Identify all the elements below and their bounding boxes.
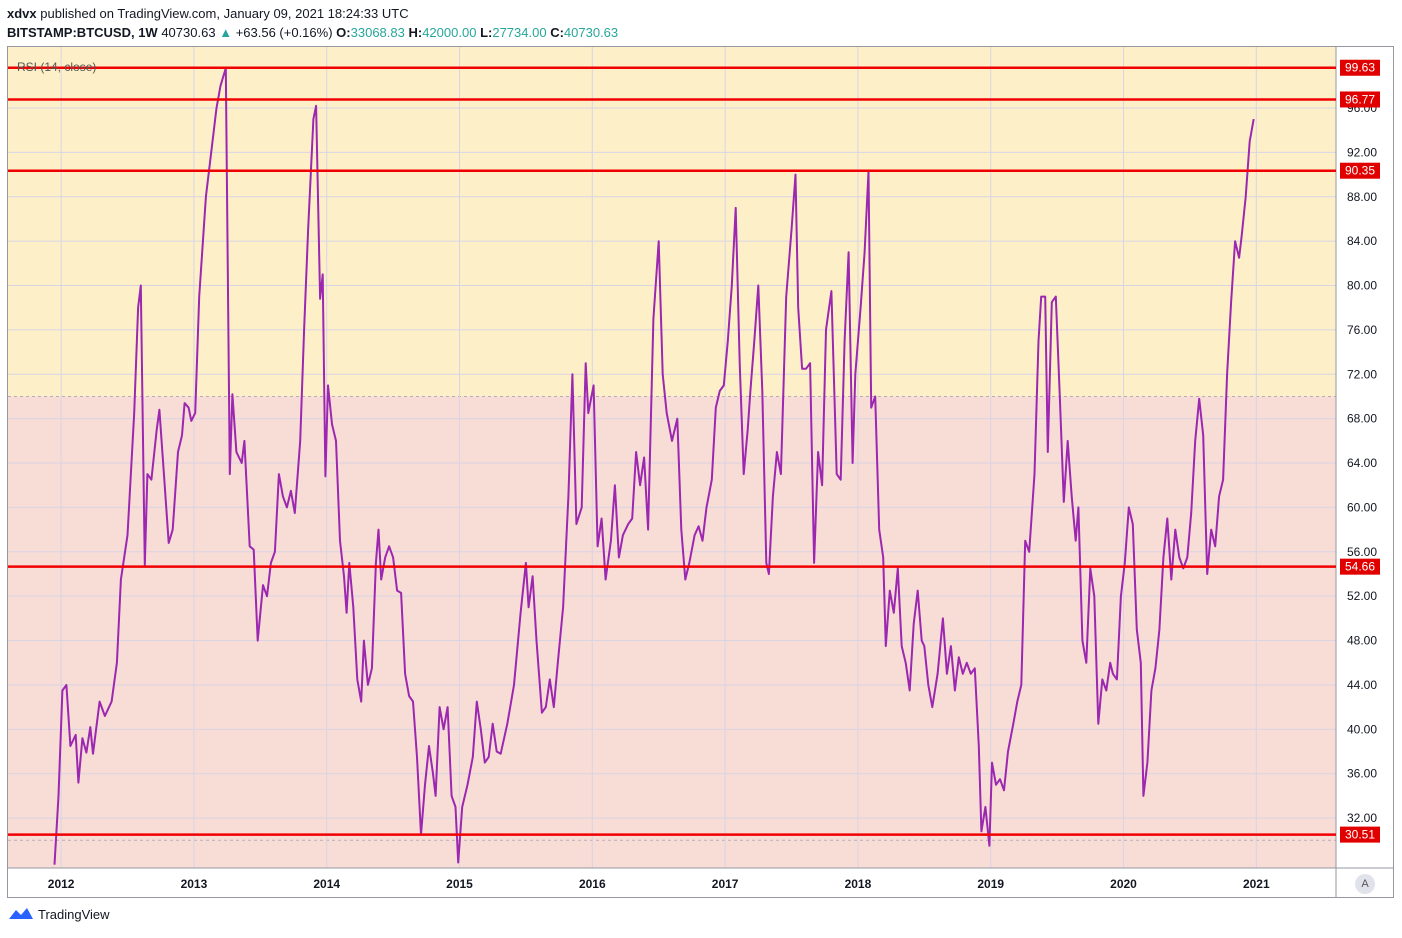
x-tick-label: 2020 (1110, 877, 1137, 891)
x-tick-label: 2014 (313, 877, 340, 891)
level-price-label: 96.77 (1345, 92, 1375, 106)
y-tick-label: 60.00 (1347, 500, 1377, 514)
x-tick-label: 2012 (48, 877, 75, 891)
study-label[interactable]: RSI (14, close) (17, 60, 97, 74)
last-price: 40730.63 (161, 25, 216, 40)
level-price-label: 54.66 (1345, 560, 1375, 574)
level-price-tag (1340, 59, 1380, 76)
open-value: 33068.83 (350, 25, 405, 40)
x-tick-label: 2017 (712, 877, 739, 891)
x-tick-label: 2015 (446, 877, 473, 891)
y-tick-label: 84.00 (1347, 234, 1377, 248)
lower-zone (8, 396, 1336, 868)
y-tick-label: 80.00 (1347, 279, 1377, 293)
low-value: 27734.00 (492, 25, 547, 40)
x-tick-label: 2019 (977, 877, 1004, 891)
level-price-label: 30.51 (1345, 828, 1375, 842)
symbol-info: BITSTAMP:BTCUSD, 1W 40730.63 ▲ +63.56 (+… (7, 25, 618, 40)
open-label: O: (336, 25, 351, 40)
level-price-label: 99.63 (1345, 61, 1375, 75)
y-tick-label: 44.00 (1347, 678, 1377, 692)
auto-scale-button[interactable]: A (1355, 874, 1375, 894)
y-tick-label: 52.00 (1347, 589, 1377, 603)
tradingview-brand: TradingView (38, 906, 110, 922)
high-value: 42000.00 (422, 25, 477, 40)
published-text: published on TradingView.com, January 09… (40, 6, 409, 21)
y-tick-label: 68.00 (1347, 412, 1377, 426)
y-tick-label: 48.00 (1347, 634, 1377, 648)
y-tick-label: 32.00 (1347, 811, 1377, 825)
level-price-label: 90.35 (1345, 164, 1375, 178)
y-tick-label: 64.00 (1347, 456, 1377, 470)
x-tick-label: 2016 (579, 877, 606, 891)
y-tick-label: 36.00 (1347, 767, 1377, 781)
level-price-tag (1340, 558, 1380, 575)
y-tick-label: 92.00 (1347, 145, 1377, 159)
tradingview-footer[interactable]: TradingView (8, 906, 110, 922)
author-name[interactable]: xdvx (7, 6, 37, 21)
low-label: L: (480, 25, 493, 40)
chart-frame (7, 46, 1394, 898)
publish-info: xdvx published on TradingView.com, Janua… (7, 6, 409, 21)
y-tick-label: 88.00 (1347, 190, 1377, 204)
x-tick-label: 2013 (181, 877, 208, 891)
level-price-tag (1340, 162, 1380, 179)
y-tick-label: 72.00 (1347, 367, 1377, 381)
y-tick-label: 40.00 (1347, 722, 1377, 736)
symbol-title: BITSTAMP:BTCUSD, 1W (7, 25, 158, 40)
up-arrow-icon: ▲ (219, 25, 233, 40)
rsi-line (53, 67, 1255, 865)
level-price-tag (1340, 91, 1380, 108)
tradingview-logo-icon (9, 908, 33, 919)
x-tick-label: 2021 (1243, 877, 1270, 891)
y-tick-label: 56.00 (1347, 545, 1377, 559)
price-change: +63.56 (+0.16%) (235, 25, 333, 40)
close-label: C: (550, 25, 564, 40)
y-tick-label: 76.00 (1347, 323, 1377, 337)
level-price-tag (1340, 826, 1380, 843)
high-label: H: (408, 25, 423, 40)
x-tick-label: 2018 (845, 877, 872, 891)
close-value: 40730.63 (563, 25, 619, 40)
